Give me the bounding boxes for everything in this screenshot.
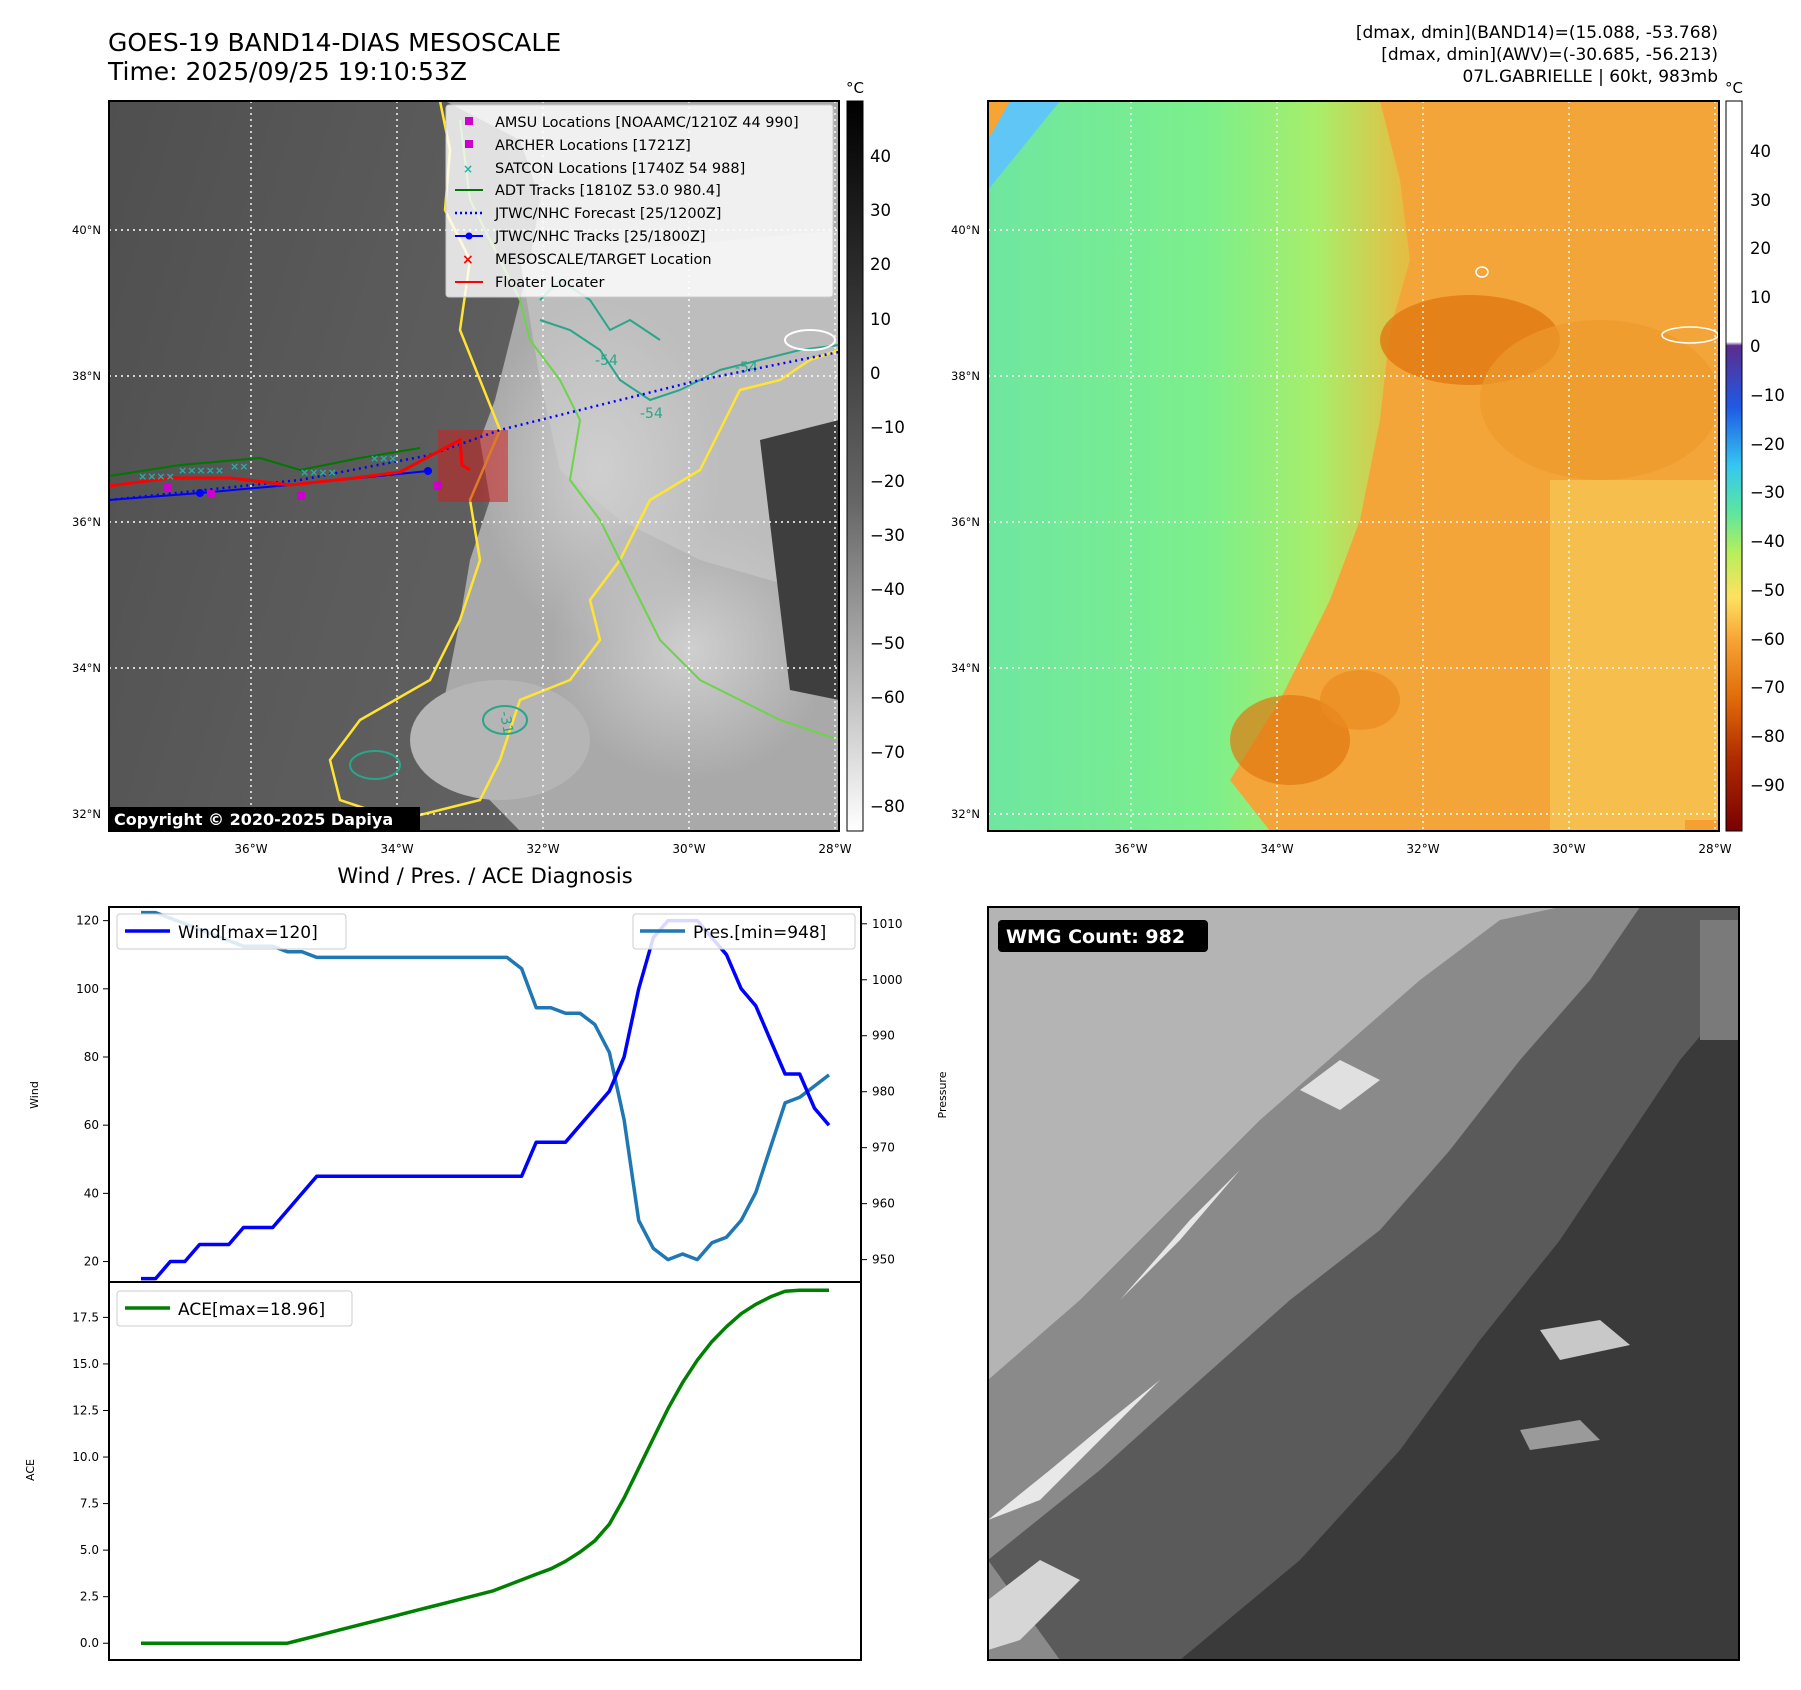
- lat-label: 36°N: [72, 515, 101, 529]
- svg-text:××××: ××××: [300, 466, 337, 479]
- awv-map-panel: 40°N 38°N 36°N 34°N 32°N 36°W 34°W 32°W …: [951, 79, 1785, 856]
- figure-time: Time: 2025/09/25 19:10:53Z: [108, 57, 467, 86]
- cb-tick: −70: [1750, 678, 1785, 697]
- cb-tick: 30: [1750, 191, 1771, 210]
- jtwc-forecast-track: [109, 350, 839, 502]
- wmg-count-label: WMG Count: 982: [1006, 926, 1185, 948]
- cb-tick: −50: [1750, 581, 1785, 600]
- colorbar-unit: °C: [846, 79, 864, 97]
- copyright-label: Copyright © 2020-2025 Dapiya: [114, 810, 393, 829]
- awv-colorbar: [1725, 100, 1743, 832]
- legend-label: Floater Locater: [495, 275, 604, 291]
- cb-tick: −10: [1750, 386, 1785, 405]
- lat-label: 38°N: [72, 369, 101, 383]
- ir-colorbar-ticks: 40 30 20 10 0 −10 −20 −30 −40 −50 −60 −7…: [870, 147, 905, 816]
- lat-label: 40°N: [72, 223, 101, 237]
- cb-tick: −10: [870, 418, 905, 437]
- lat-label: 32°N: [951, 807, 980, 821]
- legend-label: JTWC/NHC Forecast [25/1200Z]: [494, 206, 721, 222]
- cb-tick: 20: [1750, 239, 1771, 258]
- svg-text:×: ×: [462, 252, 474, 268]
- lon-label: 36°W: [234, 842, 267, 856]
- cb-tick: −30: [1750, 483, 1785, 502]
- cb-tick: 40: [870, 147, 891, 166]
- svg-text:×: ×: [463, 162, 473, 176]
- lon-label: 32°W: [1406, 842, 1439, 856]
- adt-track: [109, 447, 421, 477]
- lon-label: 30°W: [672, 842, 705, 856]
- legend-label: ARCHER Locations [1721Z]: [495, 138, 691, 154]
- lon-label: 36°W: [1114, 842, 1147, 856]
- lon-label: 28°W: [818, 842, 851, 856]
- lat-label: 32°N: [72, 807, 101, 821]
- contour-teal: [539, 319, 839, 402]
- cb-tick: −60: [1750, 630, 1785, 649]
- lat-label: 40°N: [951, 223, 980, 237]
- awv-colorbar-ticks: 40 30 20 10 0 −10 −20 −30 −40 −50 −60 −7…: [1750, 142, 1785, 795]
- satcon-markers: ×××× ××××× ×× ×××××××: [138, 452, 398, 483]
- diagnosis-title: Wind / Pres. / ACE Diagnosis: [337, 864, 633, 888]
- cb-tick: −30: [870, 526, 905, 545]
- storm-info: 07L.GABRIELLE | 60kt, 983mb: [1462, 67, 1718, 87]
- legend-label: SATCON Locations [1740Z 54 988]: [495, 161, 745, 177]
- contour-label: -54: [735, 360, 758, 376]
- lon-label: 30°W: [1552, 842, 1585, 856]
- cb-tick: −40: [870, 580, 905, 599]
- right-lon-labels: 36°W 34°W 32°W 30°W 28°W: [1114, 842, 1731, 856]
- amsu-archer-markers: [163, 482, 442, 500]
- contour-label: -54: [595, 353, 618, 369]
- contour-label: -54: [640, 406, 663, 422]
- cb-tick: −70: [870, 743, 905, 762]
- lon-label: 32°W: [526, 842, 559, 856]
- lon-label: 34°W: [1260, 842, 1293, 856]
- cb-tick: −40: [1750, 532, 1785, 551]
- ir-colorbar: [846, 100, 864, 832]
- lat-label: 38°N: [951, 369, 980, 383]
- cb-tick: −60: [870, 688, 905, 707]
- cb-tick: 30: [870, 201, 891, 220]
- legend-label: JTWC/NHC Tracks [25/1800Z]: [494, 229, 706, 245]
- figure-title: GOES-19 BAND14-DIAS MESOSCALE: [108, 28, 562, 57]
- lat-label: 34°N: [951, 661, 980, 675]
- left-lon-labels: 36°W 34°W 32°W 30°W 28°W: [234, 842, 851, 856]
- colorbar-unit: °C: [1725, 79, 1743, 97]
- lat-label: 36°N: [951, 515, 980, 529]
- legend-box: AMSU Locations [NOAAMC/1210Z 44 990] ARC…: [445, 104, 834, 298]
- lat-label: 34°N: [72, 661, 101, 675]
- svg-text:××: ××: [230, 460, 248, 473]
- cb-tick: −20: [870, 472, 905, 491]
- cb-tick: 40: [1750, 142, 1771, 161]
- wmg-dark-band: [1180, 990, 1739, 1660]
- cb-tick: 20: [870, 255, 891, 274]
- svg-text:××××: ××××: [138, 470, 175, 483]
- legend-label: MESOSCALE/TARGET Location: [495, 252, 712, 268]
- left-lat-labels: 40°N 38°N 36°N 34°N 32°N: [72, 223, 101, 821]
- cb-tick: −20: [1750, 435, 1785, 454]
- cb-tick: 0: [1750, 337, 1761, 356]
- svg-text:×××: ×××: [370, 452, 398, 465]
- stats-band14: [dmax, dmin](BAND14)=(15.088, -53.768): [1355, 23, 1718, 43]
- cb-tick: −90: [1750, 776, 1785, 795]
- ir-map-panel: -54 -54 -54 -31 ×××× ××××× ×× ×××××××: [72, 79, 905, 856]
- svg-text:×××××: ×××××: [178, 464, 224, 477]
- legend-label: ADT Tracks [1810Z 53.0 980.4]: [495, 183, 721, 199]
- floater-locater: [109, 437, 471, 488]
- stats-awv: [dmax, dmin](AWV)=(-30.685, -56.213): [1381, 45, 1718, 65]
- cb-tick: 10: [870, 310, 891, 329]
- lon-label: 28°W: [1698, 842, 1731, 856]
- legend-label: AMSU Locations [NOAAMC/1210Z 44 990]: [495, 115, 799, 131]
- contour-label: -31: [496, 710, 516, 735]
- cb-tick: 10: [1750, 288, 1771, 307]
- map-gridlines: [988, 101, 1719, 831]
- cb-tick: −50: [870, 634, 905, 653]
- cb-tick: −80: [1750, 727, 1785, 746]
- cb-tick: −80: [870, 797, 905, 816]
- cb-tick: 0: [870, 364, 881, 383]
- right-lat-labels: 40°N 38°N 36°N 34°N 32°N: [951, 223, 980, 821]
- lon-label: 34°W: [380, 842, 413, 856]
- mesoscale-target-box: [438, 430, 508, 502]
